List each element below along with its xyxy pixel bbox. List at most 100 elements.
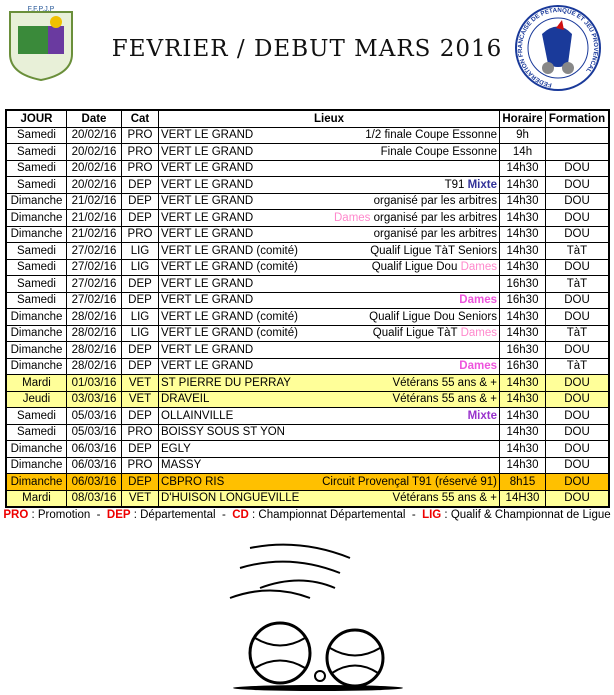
cell-cat: DEP	[121, 192, 159, 210]
cell-formation: DOU	[545, 473, 610, 491]
cell-cat: VET	[121, 374, 159, 392]
cell-jour: Dimanche	[5, 456, 67, 474]
legend-separator: -	[215, 509, 233, 521]
cell-lieux: Vétérans 55 ans & + ST PIERRE DU PERRAY	[158, 374, 500, 392]
cell-horaire: 16h30	[499, 291, 546, 309]
cell-jour: Samedi	[5, 126, 67, 144]
cell-date: 27/02/16	[66, 258, 122, 276]
event-note: Qualif Ligue TàT Seniors	[370, 245, 497, 257]
cell-cat: LIG	[121, 308, 159, 326]
cell-date: 21/02/16	[66, 192, 122, 210]
cell-lieux: EGLY	[158, 440, 500, 458]
cell-horaire: 14h30	[499, 258, 546, 276]
legend-code: DEP	[106, 509, 131, 521]
table-row: Samedi 27/02/16 DEP Dames VERT LE GRAND 16h30…	[5, 291, 610, 309]
ffpjp-federation-logo: FEDERATION FRANCAISE DE PETANQUE ET JEU …	[515, 5, 601, 91]
legend-separator: -	[405, 509, 423, 521]
legend-description: : Championnat Départemental	[248, 509, 406, 521]
event-note-segment: Dames	[459, 360, 497, 373]
cell-lieux: Mixte OLLAINVILLE	[158, 407, 500, 425]
event-note: T91 Mixte	[445, 179, 497, 191]
cell-date: 20/02/16	[66, 176, 122, 194]
event-note-segment: Mixte	[467, 178, 497, 191]
cell-cat: DEP	[121, 357, 159, 375]
cell-cat: DEP	[121, 341, 159, 359]
cell-lieux: Vétérans 55 ans & + DRAVEIL	[158, 390, 500, 408]
cell-formation: DOU	[545, 192, 610, 210]
cell-formation: DOU	[545, 308, 610, 326]
venue-name: VERT LE GRAND (comité)	[161, 261, 298, 274]
table-row: Samedi 27/02/16 LIG Qualif Ligue Dou Dames V…	[5, 258, 610, 276]
legend-code: CD	[232, 509, 249, 521]
cell-horaire: 14h30	[499, 225, 546, 243]
cell-lieux: Dames organisé par les arbitres VERT LE G…	[158, 209, 500, 227]
cell-horaire: 14h30	[499, 242, 546, 260]
event-note-segment: Qualif Ligue TàT Seniors	[370, 244, 497, 257]
cell-lieux: organisé par les arbitres VERT LE GRAND	[158, 225, 500, 243]
venue-name: VERT LE GRAND (comité)	[161, 310, 298, 323]
event-note: Finale Coupe Essonne	[381, 146, 497, 158]
event-note-segment: Qualif Ligue Dou	[371, 261, 461, 274]
header-jour: JOUR	[5, 109, 67, 128]
venue-name: VERT LE GRAND	[161, 211, 254, 224]
cell-lieux: Dames VERT LE GRAND	[158, 291, 500, 309]
cell-formation: DOU	[545, 291, 610, 309]
cell-formation: DOU	[545, 159, 610, 177]
cell-jour: Samedi	[5, 143, 67, 161]
cell-cat: VET	[121, 489, 159, 508]
cell-date: 27/02/16	[66, 275, 122, 293]
cell-jour: Dimanche	[5, 225, 67, 243]
cell-lieux: VERT LE GRAND	[158, 159, 500, 177]
cell-formation: DOU	[545, 225, 610, 243]
legend-description: : Départemental	[130, 509, 216, 521]
left-logo-text: F.F.P.J.P	[28, 6, 55, 13]
cell-date: 20/02/16	[66, 159, 122, 177]
event-note: Qualif Ligue TàT Dames	[373, 327, 497, 339]
cell-horaire: 14h30	[499, 324, 546, 342]
page-title: FEVRIER / DEBUT MARS 2016	[111, 36, 503, 62]
cell-jour: Dimanche	[5, 209, 67, 227]
venue-name: EGLY	[161, 442, 191, 455]
cell-cat: PRO	[121, 126, 159, 144]
event-note-segment: Qualif Ligue TàT	[372, 327, 461, 340]
event-note: Vétérans 55 ans & +	[392, 492, 497, 504]
cell-jour: Dimanche	[5, 308, 67, 326]
legend-code: LIG	[422, 509, 442, 521]
cell-date: 27/02/16	[66, 242, 122, 260]
venue-name: VERT LE GRAND	[161, 178, 254, 191]
cell-date: 28/02/16	[66, 341, 122, 359]
event-note: Circuit Provençal T91 (réservé 91)	[322, 476, 497, 488]
cell-horaire: 8h15	[499, 473, 546, 491]
cell-jour: Mardi	[5, 489, 67, 508]
table-row: Samedi 27/02/16 DEP VERT LE GRAND 16h30 TàT	[5, 275, 610, 293]
cell-cat: PRO	[121, 423, 159, 441]
cell-lieux: 1/2 finale Coupe Essonne VERT LE GRAND	[158, 126, 500, 144]
event-note: Qualif Ligue Dou Seniors	[369, 311, 497, 323]
legend-description: : Promotion	[28, 509, 91, 521]
schedule-table: JOUR Date Cat Lieux Horaire Formation Sa…	[5, 109, 610, 508]
cell-horaire: 14h30	[499, 308, 546, 326]
event-note: Dames	[459, 294, 497, 306]
cell-date: 06/03/16	[66, 473, 122, 491]
cell-date: 20/02/16	[66, 126, 122, 144]
event-note: organisé par les arbitres	[374, 228, 497, 240]
table-row: Samedi 20/02/16 DEP T91 Mixte VERT LE GRAND 1…	[5, 176, 610, 194]
cell-formation: TàT	[545, 357, 610, 375]
cell-horaire: 14h	[499, 143, 546, 161]
table-row: Dimanche 21/02/16 PRO organisé par les arbi…	[5, 225, 610, 243]
table-row: Samedi 27/02/16 LIG Qualif Ligue TàT Senior…	[5, 242, 610, 260]
event-note-segment: 1/2 finale Coupe Essonne	[365, 129, 497, 142]
event-note-segment: Vétérans 55 ans & +	[392, 376, 497, 389]
event-note-segment: Mixte	[467, 409, 497, 422]
cell-jour: Dimanche	[5, 324, 67, 342]
table-row: Dimanche 21/02/16 DEP organisé par les arbi…	[5, 192, 610, 210]
cell-lieux: Finale Coupe Essonne VERT LE GRAND	[158, 143, 500, 161]
event-note-segment: Circuit Provençal T91 (réservé 91)	[322, 475, 497, 488]
cell-horaire: 16h30	[499, 341, 546, 359]
cell-formation: DOU	[545, 258, 610, 276]
legend-description: : Qualif & Championnat de Ligue	[441, 509, 611, 521]
venue-name: VERT LE GRAND	[161, 162, 254, 175]
cell-jour: Dimanche	[5, 473, 67, 491]
table-header-row: JOUR Date Cat Lieux Horaire Formation	[5, 109, 610, 128]
cell-date: 08/03/16	[66, 489, 122, 508]
